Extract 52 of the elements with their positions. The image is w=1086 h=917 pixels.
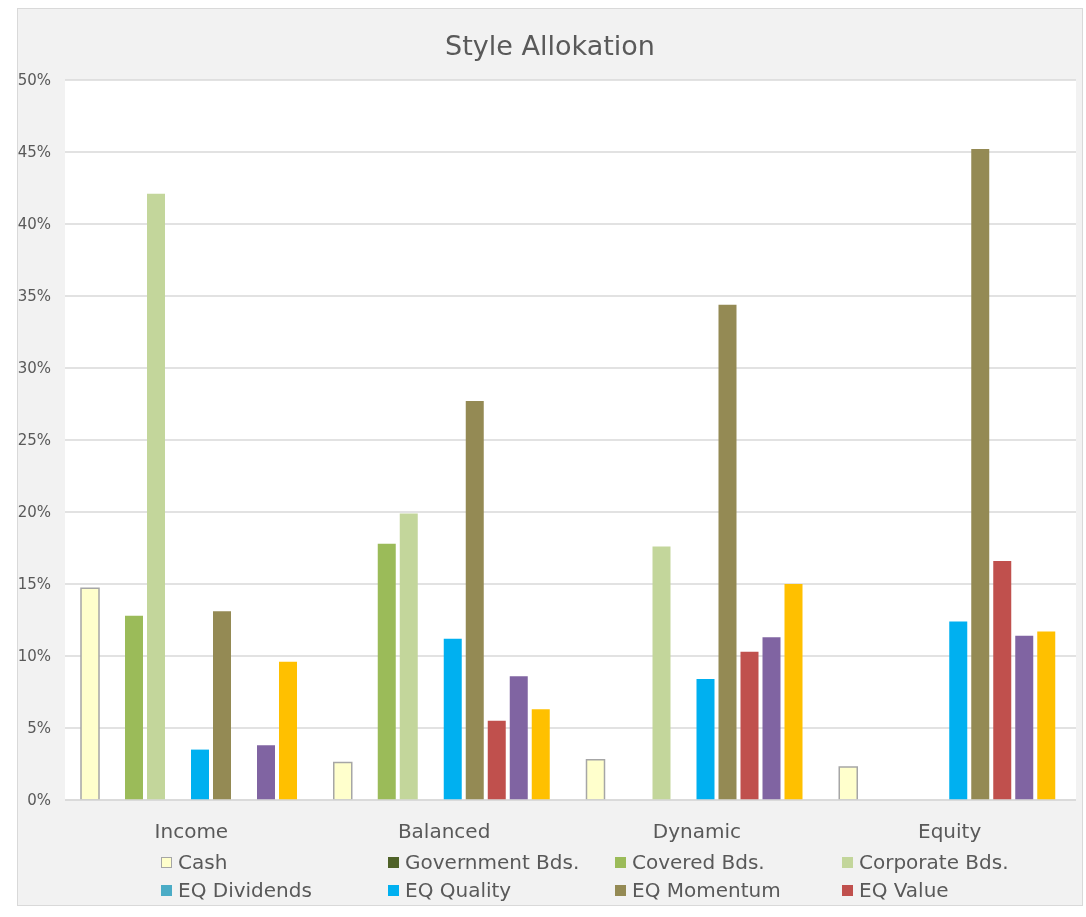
bar (125, 615, 143, 800)
legend-label: EQ Value (859, 878, 949, 902)
bar (443, 638, 462, 800)
bar (1037, 631, 1056, 800)
bar (80, 587, 100, 800)
bar (465, 401, 484, 800)
chart-title: Style Allokation (445, 30, 655, 61)
y-tick-label: 0% (27, 791, 51, 810)
bar (1015, 635, 1034, 800)
bar (531, 709, 550, 800)
y-tick-label: 5% (27, 719, 51, 738)
bar (191, 749, 209, 800)
bar (377, 543, 396, 800)
y-tick-label: 20% (17, 503, 51, 522)
y-tick-label: 15% (17, 575, 51, 594)
bar (971, 149, 990, 800)
legend-label: Cash (178, 850, 228, 874)
legend-label: Government Bds. (405, 850, 580, 874)
legend-label: EQ Dividends (178, 878, 312, 902)
x-tick-label: Income (154, 819, 229, 844)
y-tick-label: 25% (17, 431, 51, 450)
y-tick-label: 30% (17, 359, 51, 378)
x-tick-label: Equity (918, 819, 982, 844)
bar (333, 761, 353, 800)
legend-label: Corporate Bds. (859, 850, 1009, 874)
bar (147, 193, 165, 800)
bar (257, 745, 275, 800)
bar (762, 637, 781, 800)
legend-label: EQ Quality (405, 878, 512, 902)
y-tick-label: 45% (17, 143, 51, 162)
bar (696, 679, 715, 800)
x-tick-label: Dynamic (652, 819, 741, 844)
bar (718, 304, 737, 800)
bar (784, 584, 803, 800)
bar (509, 676, 528, 800)
y-tick-label: 10% (17, 647, 51, 666)
bar (487, 720, 506, 800)
bar (399, 513, 418, 800)
bar (740, 651, 759, 800)
bar (838, 766, 858, 800)
y-tick-label: 35% (17, 287, 51, 306)
y-tick-label: 40% (17, 215, 51, 234)
bar (213, 611, 231, 800)
x-tick-label: Balanced (397, 819, 491, 844)
bar (993, 560, 1012, 800)
bar (949, 621, 968, 800)
bar (279, 661, 297, 800)
bar (652, 546, 671, 800)
legend-label: Covered Bds. (632, 850, 765, 874)
legend-label: EQ Momentum (632, 878, 781, 902)
y-tick-label: 50% (17, 71, 51, 90)
bar (585, 758, 606, 800)
